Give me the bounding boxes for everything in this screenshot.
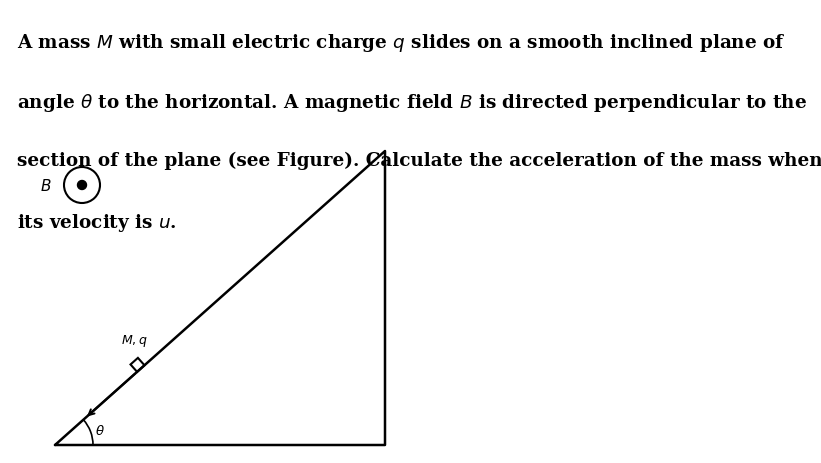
Text: $B$: $B$	[40, 178, 52, 194]
Text: A mass $\mathit{M}$ with small electric charge $\mathit{q}$ slides on a smooth i: A mass $\mathit{M}$ with small electric …	[17, 32, 786, 54]
Circle shape	[77, 181, 86, 190]
Text: $\theta$: $\theta$	[95, 423, 105, 437]
Text: angle $\mathit{\theta}$ to the horizontal. A magnetic field $\mathit{B}$ is dire: angle $\mathit{\theta}$ to the horizonta…	[17, 92, 807, 114]
Text: $M, q$: $M, q$	[121, 332, 148, 348]
Text: section of the plane (see Figure). Calculate the acceleration of the mass when: section of the plane (see Figure). Calcu…	[17, 152, 821, 170]
Text: its velocity is $\mathit{u}$.: its velocity is $\mathit{u}$.	[17, 212, 177, 233]
